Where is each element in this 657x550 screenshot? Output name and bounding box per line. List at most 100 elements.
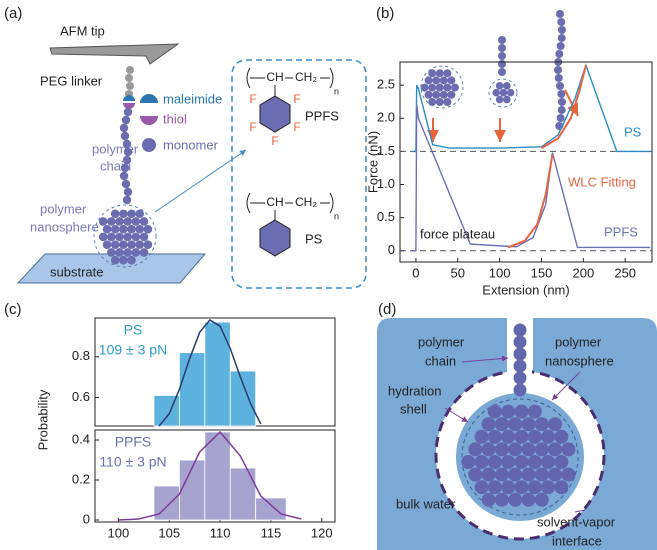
arrow [574,509,586,513]
panel-label: (b) [376,5,394,22]
x-tick-label: 115 [261,525,282,540]
peg-beads [125,66,134,98]
bead [121,115,131,125]
bead [139,232,149,242]
bead [123,232,132,242]
bar [204,431,231,521]
bead [554,480,569,495]
legend-label: monomer [163,137,219,152]
bead [554,429,569,444]
bead [110,255,120,265]
label: solvent-vapor [537,514,616,529]
legend-label: thiol [163,111,187,126]
bead [556,82,565,90]
bead [527,429,542,444]
bead [119,255,128,265]
chain-beads [119,107,133,205]
series-label: PS [624,124,642,139]
bead [474,455,489,469]
plot-frame [94,429,336,523]
bead [420,83,429,92]
y-tick-label: 0.6 [72,389,90,404]
y-axis-label: Force (nN) [365,131,380,193]
x-tick-label: 200 [572,265,594,280]
bead [556,42,565,50]
bead [557,106,566,114]
panel-b: (b) [376,5,579,142]
bead [121,179,131,189]
bead [102,240,112,249]
label: shell [400,401,427,416]
series-label: PPFS [604,224,638,239]
bead [508,467,523,482]
bead [119,171,129,181]
label: polymer [92,141,139,156]
bead [424,76,433,85]
bead [501,404,516,419]
atom: CH [266,195,283,209]
bead [513,371,527,385]
bead [494,467,509,482]
bead [127,224,136,234]
bead [461,455,476,469]
bead [481,442,496,457]
arrow [444,407,469,423]
bead [481,492,496,507]
atom: CH [266,70,283,84]
bead [514,429,529,444]
bead [439,90,448,99]
bead [122,139,132,149]
atom: F [293,92,300,106]
subscript: n [334,211,339,221]
bead [498,68,506,76]
bead [98,217,108,226]
bead [541,455,556,469]
bead [131,232,141,242]
bead [513,323,527,337]
x-tick-label: 250 [614,265,636,280]
bead [495,82,504,90]
bead [120,131,130,141]
y-tick-label: 0.5 [377,209,395,224]
nanosphere-beads [461,323,576,507]
bead [115,248,124,257]
maleimide [123,95,135,101]
bead [468,467,483,482]
label: AFM tip [60,23,105,38]
atom: F [293,120,300,134]
atom: F [249,120,256,134]
nanosphere-outline [93,204,157,268]
bead [435,98,444,106]
bead [494,492,509,507]
label: chain [425,353,456,368]
bead [521,417,536,432]
bead [521,492,536,507]
bead [123,187,133,197]
bead [548,467,563,482]
bead [127,255,136,265]
bead [534,417,549,432]
bead [548,417,563,432]
label: nanosphere [30,219,99,234]
x-tick-label: 100 [489,265,511,280]
bead [120,163,130,173]
bead [122,155,132,165]
bead [521,467,536,482]
structure-name: PS [305,231,323,246]
series-line [507,65,587,249]
y-tick-label: 0.8 [72,348,90,363]
panel-label: (d) [378,301,396,318]
bead [556,114,565,122]
panel-label: (c) [4,301,22,318]
nanosphere-beads [98,209,153,265]
bead [501,455,516,469]
bead [508,417,523,432]
bead [492,88,501,97]
bead [110,209,120,219]
outline [420,65,464,109]
bar [204,321,231,427]
bead [513,335,527,349]
bead [487,455,502,469]
bead [541,480,556,495]
